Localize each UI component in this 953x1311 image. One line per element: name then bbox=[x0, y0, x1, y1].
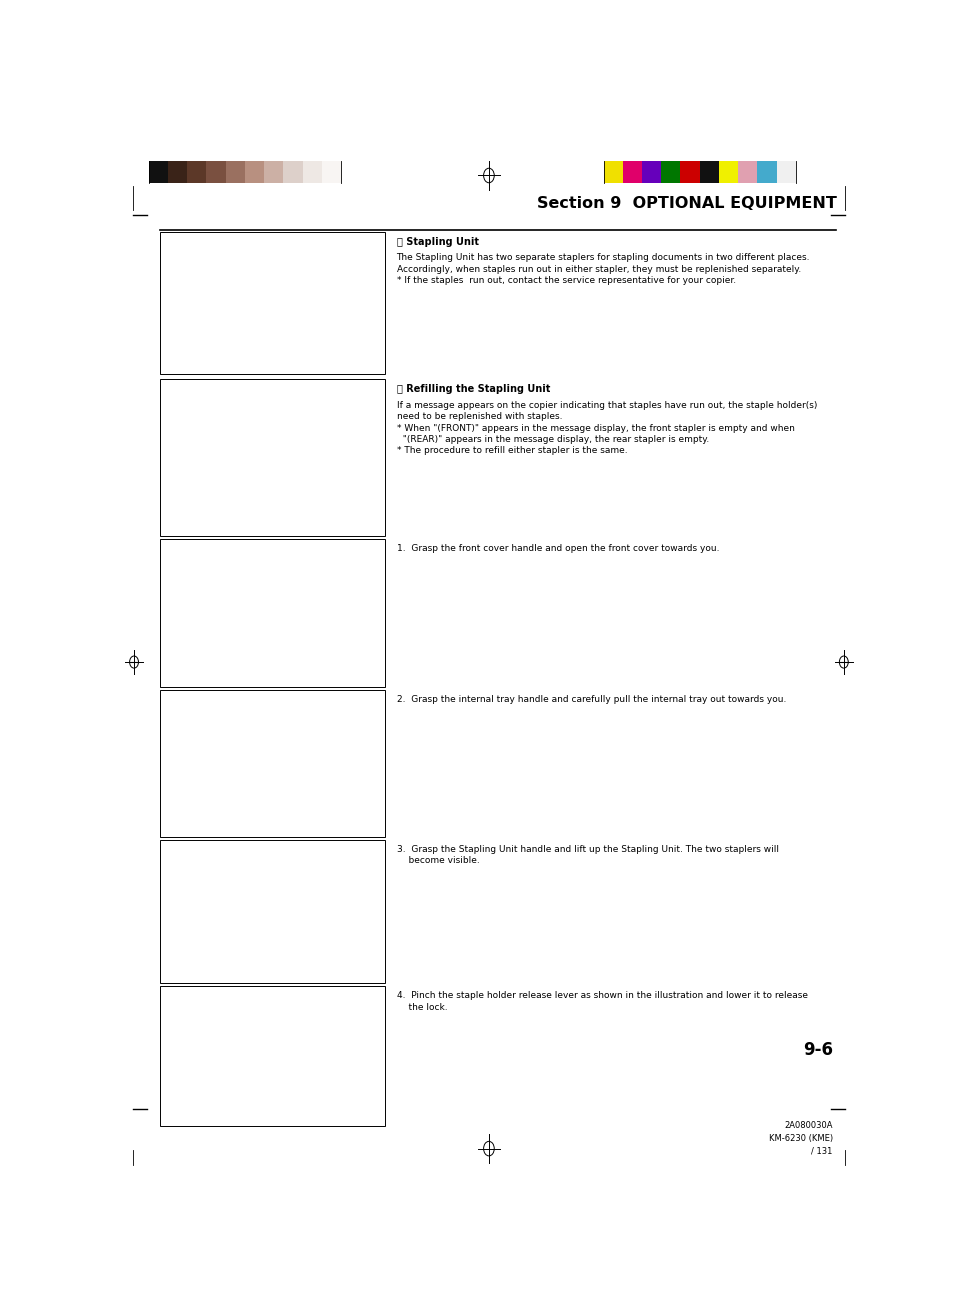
Bar bbox=[160, 691, 385, 836]
Bar bbox=[168, 161, 187, 182]
Text: 2.  Grasp the internal tray handle and carefully pull the internal tray out towa: 2. Grasp the internal tray handle and ca… bbox=[396, 695, 785, 704]
Text: The Stapling Unit has two separate staplers for stapling documents in two differ: The Stapling Unit has two separate stapl… bbox=[396, 253, 809, 284]
Bar bbox=[660, 161, 679, 182]
Text: 9-6: 9-6 bbox=[801, 1041, 832, 1058]
Text: 4.  Pinch the staple holder release lever as shown in the illustration and lower: 4. Pinch the staple holder release lever… bbox=[396, 991, 806, 1012]
Text: 3.  Grasp the Stapling Unit handle and lift up the Stapling Unit. The two staple: 3. Grasp the Stapling Unit handle and li… bbox=[396, 844, 778, 865]
Bar bbox=[776, 161, 795, 182]
Bar bbox=[283, 161, 302, 182]
Bar bbox=[321, 161, 341, 182]
Bar bbox=[226, 161, 245, 182]
Text: 1.  Grasp the front cover handle and open the front cover towards you.: 1. Grasp the front cover handle and open… bbox=[396, 544, 719, 553]
Bar bbox=[149, 161, 168, 182]
Bar bbox=[187, 161, 206, 182]
Bar bbox=[160, 840, 385, 983]
Bar bbox=[719, 161, 738, 182]
Bar bbox=[160, 232, 385, 375]
Bar bbox=[160, 986, 385, 1126]
Bar bbox=[264, 161, 283, 182]
Bar bbox=[603, 161, 622, 182]
Text: ⓙ Refilling the Stapling Unit: ⓙ Refilling the Stapling Unit bbox=[396, 384, 549, 395]
Bar bbox=[160, 379, 385, 536]
Bar bbox=[160, 539, 385, 687]
Bar bbox=[622, 161, 641, 182]
Text: If a message appears on the copier indicating that staples have run out, the sta: If a message appears on the copier indic… bbox=[396, 401, 816, 455]
Bar bbox=[757, 161, 776, 182]
Text: ⓘ Stapling Unit: ⓘ Stapling Unit bbox=[396, 237, 478, 246]
Bar bbox=[206, 161, 226, 182]
Bar bbox=[641, 161, 660, 182]
Text: Section 9  OPTIONAL EQUIPMENT: Section 9 OPTIONAL EQUIPMENT bbox=[536, 195, 836, 211]
Bar bbox=[679, 161, 699, 182]
Bar bbox=[302, 161, 321, 182]
Bar bbox=[245, 161, 264, 182]
Bar bbox=[699, 161, 719, 182]
Text: 2A080030A
KM-6230 (KME)
/ 131: 2A080030A KM-6230 (KME) / 131 bbox=[768, 1121, 832, 1155]
Bar bbox=[738, 161, 757, 182]
